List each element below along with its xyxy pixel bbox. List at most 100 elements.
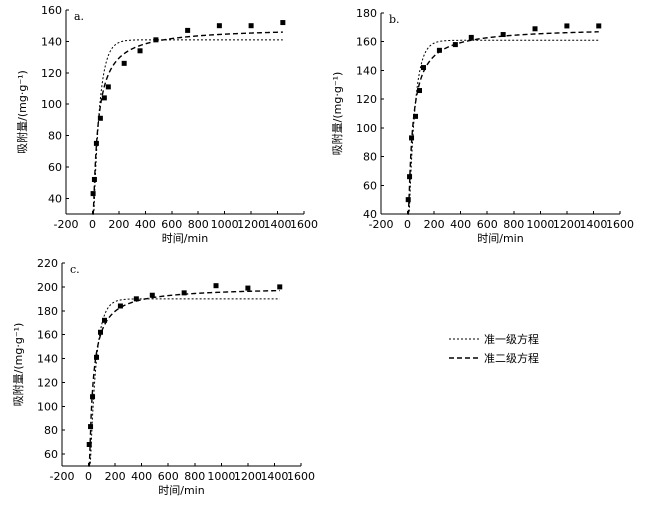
panel-a-data-point (90, 191, 96, 197)
panel-b-label: b. (389, 13, 400, 26)
panel-b-fit-first-order (407, 39, 599, 215)
panel-c-x-tick-label: 0 (85, 470, 92, 483)
panel-a-data-point (105, 84, 111, 90)
panel-b-data-point (436, 47, 442, 53)
panel-b-x-tick-label: 1200 (553, 218, 581, 231)
panel-c-y-tick-label: 140 (37, 353, 58, 366)
panel-b-x-tick-label: 200 (424, 218, 445, 231)
panel-a-data-point (97, 115, 103, 121)
panel-c-data-point (213, 283, 219, 289)
panel-c-x-tick-label: 600 (158, 470, 179, 483)
panel-c-x-tick-label: 800 (184, 470, 205, 483)
panel-a-y-tick-label: 80 (48, 130, 62, 143)
panel-a-data-point (101, 95, 107, 101)
panel-a-x-tick-label: 400 (135, 218, 156, 231)
panel-a-data-point (121, 60, 127, 66)
legend-label-first-order: 准一级方程 (484, 332, 539, 346)
panel-c-data-point (277, 284, 283, 290)
panel-a-y-tick-label: 120 (41, 67, 62, 80)
panel-b-data-point (500, 32, 506, 38)
panel-c-data-point (98, 329, 104, 335)
panel-b-x-tick-label: 800 (503, 218, 524, 231)
panel-b-y-tick-label: 40 (363, 208, 377, 221)
panel-b-x-tick-label: 600 (477, 218, 498, 231)
panel-c-data-point (90, 394, 96, 400)
panel-c-data-point (245, 285, 251, 291)
panel-b-y-tick-label: 140 (356, 64, 377, 77)
panel-b-data-point (532, 26, 538, 32)
panel-a-y-tick-label: 40 (48, 192, 62, 205)
panel-a-data-point (153, 37, 159, 43)
panel-a-x-tick-label: 1600 (290, 218, 318, 231)
panel-a-data-point (137, 48, 143, 54)
panel-c-y-tick-label: 120 (37, 376, 58, 389)
panel-c-x-tick-label: 1600 (287, 470, 315, 483)
panel-c-x-tick-label: -200 (50, 470, 75, 483)
panel-a-x-tick-label: 0 (89, 218, 96, 231)
panel-a-data-point (91, 176, 97, 182)
panel-a-y-tick-label: 100 (41, 98, 62, 111)
panel-b-x-tick-label: 0 (404, 218, 411, 231)
panel-b-data-point (452, 42, 458, 48)
panel-c-x-tick-label: 1000 (207, 470, 235, 483)
panel-a-y-tick-label: 140 (41, 35, 62, 48)
panel-b-fit-second-order (407, 31, 599, 215)
panel-c-data-point (133, 296, 139, 302)
panel-a-data-point (185, 27, 191, 33)
panel-a-data-point (280, 20, 286, 26)
panel-b-data-point (596, 23, 602, 29)
panel-c-data-point (101, 317, 107, 323)
panel-c-y-tick-label: 60 (44, 448, 58, 461)
panel-c-fit-second-order (88, 289, 280, 467)
panel-a-y-tick-label: 60 (48, 161, 62, 174)
panel-b-data-point (468, 34, 474, 40)
panel-a-y-axis-title: 吸附量/(mg·g⁻¹) (15, 70, 29, 154)
panel-c-y-tick-label: 80 (44, 424, 58, 437)
panel-a-x-tick-label: 200 (108, 218, 129, 231)
panel-c-y-tick-label: 100 (37, 400, 58, 413)
panel-b-y-tick-label: 160 (356, 36, 377, 49)
legend: 准一级方程 准二级方程 (449, 332, 539, 365)
panel-a-x-tick-label: 800 (188, 218, 209, 231)
panel-b-data-point (413, 113, 419, 119)
panel-a-fit-first-order (92, 39, 283, 215)
panel-b-x-tick-label: -200 (369, 218, 394, 231)
panel-a-data-point (248, 23, 254, 29)
panel-b-y-tick-label: 120 (356, 93, 377, 106)
panel-b-x-tick-label: 400 (450, 218, 471, 231)
panel-c-data-point (94, 354, 100, 360)
panel-b-data-point (564, 23, 570, 29)
panel-a-y-tick-label: 160 (41, 4, 62, 17)
legend-label-second-order: 准二级方程 (484, 351, 539, 365)
panel-c-x-tick-label: 1200 (234, 470, 262, 483)
panel-c-data-point (88, 424, 94, 430)
panel-c-data-point (149, 292, 155, 298)
panel-a-x-tick-label: 1000 (211, 218, 239, 231)
panel-c-y-tick-label: 200 (37, 281, 58, 294)
panel-a-fit-second-order (92, 31, 283, 215)
panel-b-x-tick-label: 1000 (526, 218, 554, 231)
panel-b-x-axis-title: 时间/min (477, 232, 523, 245)
panel-b-x-tick-label: 1600 (606, 218, 634, 231)
panel-a-x-tick-label: -200 (54, 218, 79, 231)
panel-b-y-axis-title: 吸附量/(mg·g⁻¹) (330, 72, 344, 156)
panel-c-label: c. (70, 263, 80, 276)
panel-c-y-tick-label: 180 (37, 305, 58, 318)
panel-c-x-tick-label: 400 (131, 470, 152, 483)
panel-a-label: a. (74, 10, 84, 23)
panel-b-data-point (420, 65, 426, 71)
panel-c-data-point (117, 303, 123, 309)
panel-a-x-tick-label: 1400 (264, 218, 292, 231)
panel-b-data-point (409, 135, 415, 141)
panel-a-data-point (216, 23, 222, 29)
panel-b-y-tick-label: 80 (363, 151, 377, 164)
panel-b-data-point (417, 88, 423, 94)
panel-a-data-point (93, 140, 99, 146)
panel-c-y-tick-label: 220 (37, 257, 58, 270)
panel-a-x-axis-title: 时间/min (162, 232, 208, 245)
panel-c-x-axis-title: 时间/min (158, 484, 204, 497)
